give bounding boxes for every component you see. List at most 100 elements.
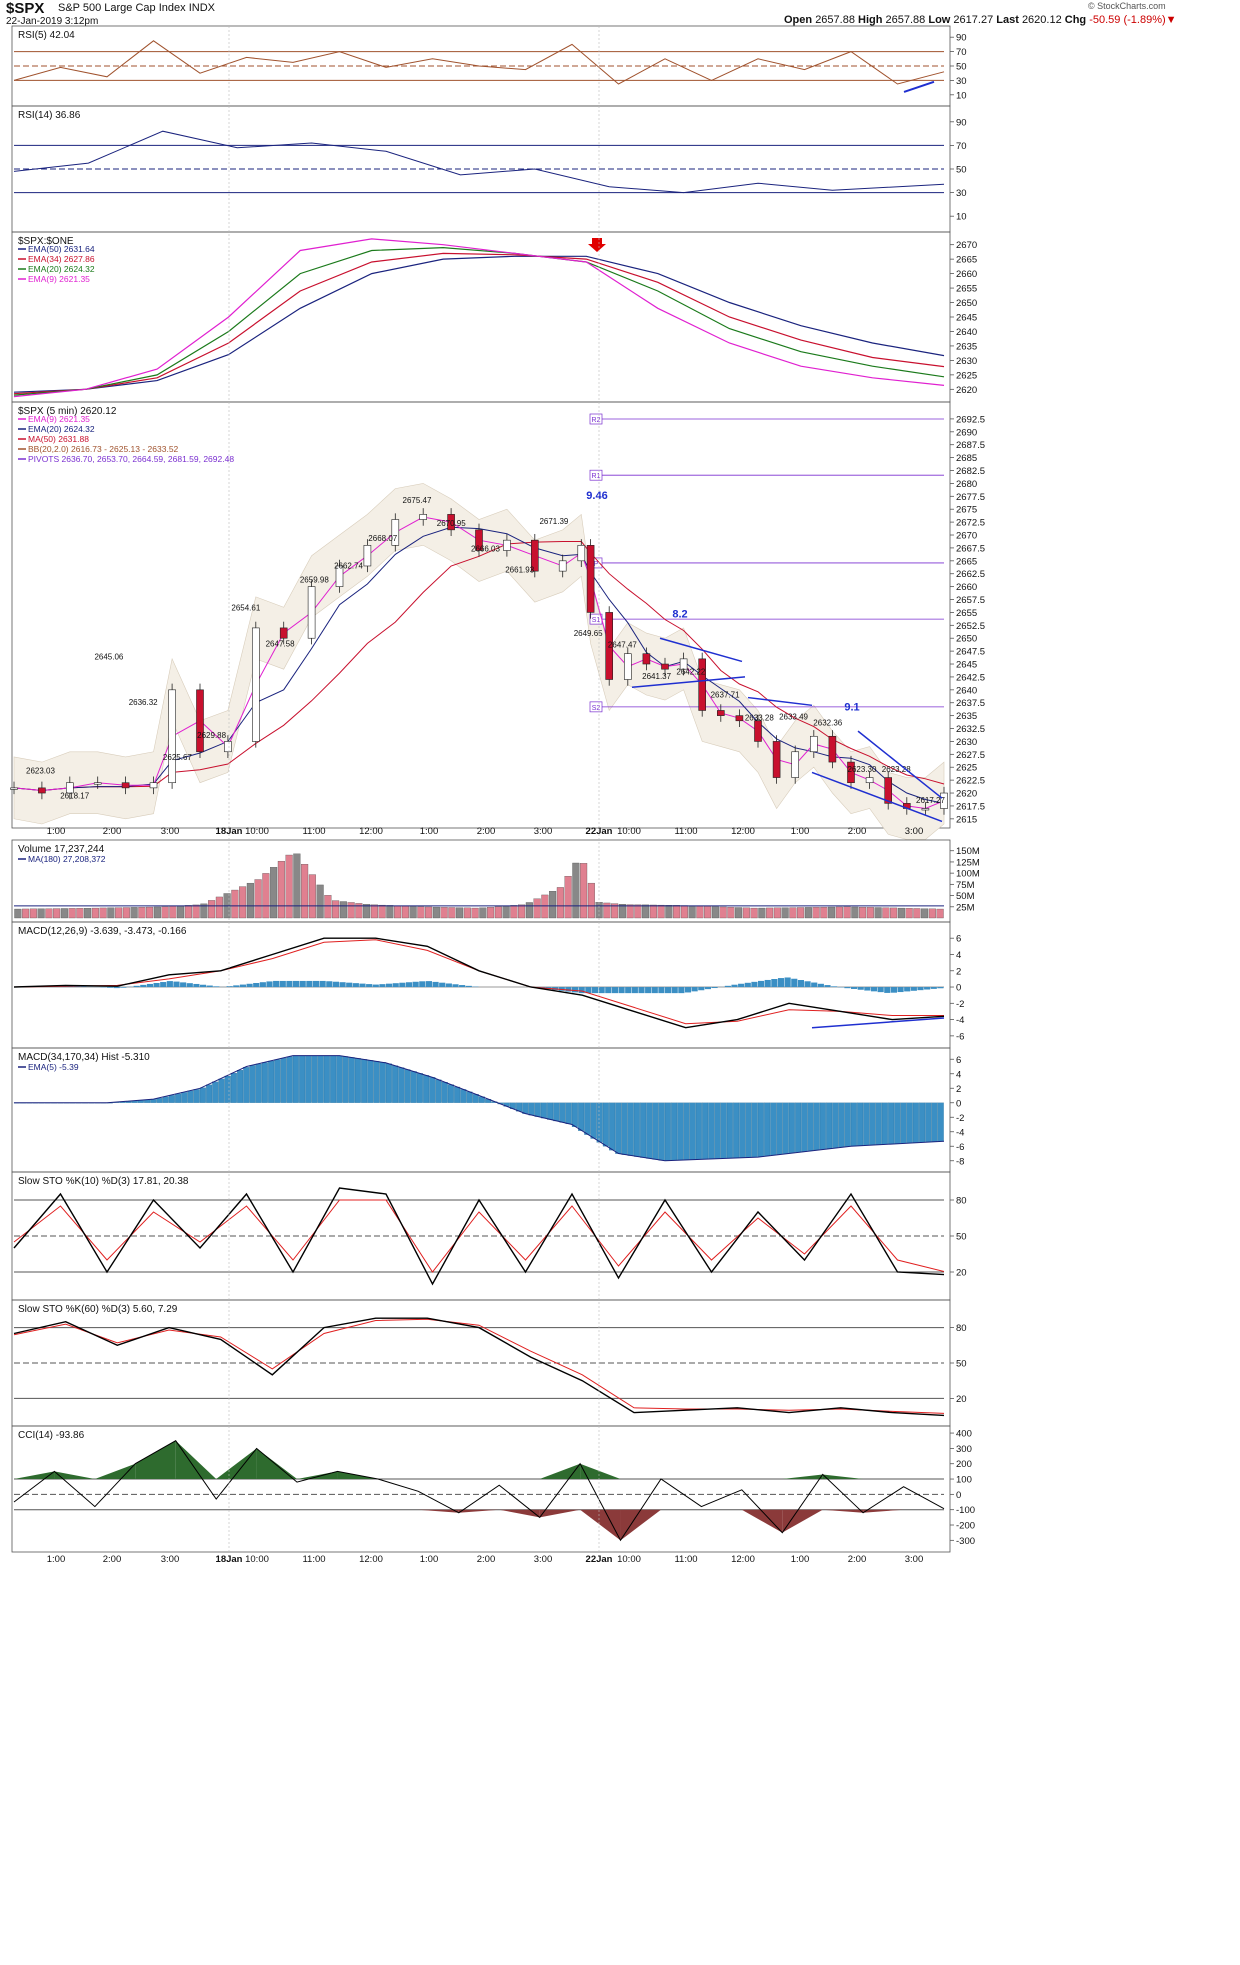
macd-hist-bar — [186, 983, 193, 988]
volume-bar — [409, 906, 417, 919]
macd-hist-bar — [625, 987, 632, 994]
cci-negative-fill — [499, 1509, 540, 1518]
volume-bar — [394, 905, 402, 919]
volume-bar — [347, 902, 355, 919]
macd-hist-bar — [200, 984, 207, 988]
macd-hist-bar — [319, 980, 326, 988]
macd-long-hist-bar — [726, 1102, 733, 1159]
macd-long-hist-bar — [249, 1065, 256, 1103]
rsi14-line — [13, 130, 945, 194]
macd-long-hist-bar — [553, 1102, 560, 1122]
candle-body — [679, 658, 688, 670]
macd-hist-bar — [591, 987, 599, 994]
macd-long-hist-bar — [720, 1102, 727, 1159]
price-annotation: 2617.27 — [916, 796, 945, 805]
y-tick-label: 2 — [956, 966, 961, 977]
macd-hist-bar — [107, 987, 114, 988]
y-tick-label: 10 — [956, 212, 967, 223]
volume-bar — [719, 906, 727, 919]
volume-bar — [510, 905, 518, 919]
x-tick-label: 2:00 — [103, 826, 122, 837]
y-tick-label: 50 — [956, 165, 967, 176]
volume-bar — [84, 908, 92, 919]
y-tick-label: 125M — [956, 857, 980, 868]
volume-bar — [153, 906, 161, 919]
volume-bar — [339, 901, 347, 919]
price-annotation: 2623.30 — [848, 765, 877, 774]
volume-bar — [533, 898, 541, 919]
x-tick-label: 11:00 — [302, 826, 325, 837]
macd-hist-bar — [452, 984, 459, 988]
macd-line — [13, 937, 945, 1029]
macd-long-hist-bar — [547, 1102, 554, 1120]
price-annotation: 2625.67 — [163, 753, 192, 762]
count-callout: 9.46 — [586, 490, 607, 502]
y-tick-label: 2665 — [956, 255, 977, 266]
macd-hist-bar — [226, 986, 233, 988]
macd-long-hist-bar — [354, 1058, 361, 1103]
macd-long-hist-bar — [336, 1055, 343, 1103]
x-tick-label: 1:00 — [47, 1554, 66, 1565]
x-tick-label: 3:00 — [161, 1554, 180, 1565]
macd-hist-bar — [585, 987, 592, 994]
y-tick-label: 2620 — [956, 789, 977, 800]
macd-long-hist-bar — [571, 1102, 578, 1127]
x-tick-label: 1:00 — [791, 826, 810, 837]
volume-bar — [928, 908, 936, 919]
last-value: 2620.12 — [1021, 14, 1062, 26]
volume-bar — [68, 908, 76, 919]
macd-hist-bar — [352, 983, 359, 988]
macd-hist-bar — [419, 981, 426, 988]
pivot-label: P — [594, 561, 599, 568]
cci-negative-fill — [782, 1509, 823, 1533]
macd-hist-bar — [691, 987, 698, 992]
y-tick-label: 25M — [956, 902, 975, 913]
candle-body — [503, 539, 511, 551]
macd-long-hist-bar — [906, 1102, 913, 1143]
macd-long-hist-bar — [770, 1102, 777, 1156]
price-annotation: 2659.98 — [300, 576, 329, 585]
volume-bar — [564, 876, 572, 919]
price-annotation: 2632.36 — [813, 718, 842, 727]
macd-long-hist-bar — [714, 1102, 721, 1159]
macd-long-hist-bar — [193, 1089, 200, 1103]
macd-hist-bar — [465, 985, 472, 988]
macd-long-hist-bar — [299, 1055, 306, 1103]
macd-long-hist-bar — [373, 1061, 380, 1103]
macd-long-hist-bar — [367, 1060, 374, 1103]
sto-title: Slow STO %K(10) %D(3) 17.81, 20.38 — [18, 1176, 189, 1187]
cci-negative-fill — [418, 1509, 459, 1513]
volume-bar — [642, 904, 650, 919]
macd-long-hist-bar — [429, 1077, 436, 1103]
y-tick-label: 2650 — [956, 298, 977, 309]
macd-hist-bar — [751, 981, 758, 988]
macd-long-hist-bar — [404, 1069, 411, 1103]
trendline — [811, 771, 943, 823]
macd-long-hist-bar — [627, 1102, 634, 1156]
macd-hist-bar — [651, 987, 658, 994]
index-full-name: S&P 500 Large Cap Index — [58, 2, 186, 14]
pivot-label: S2 — [592, 705, 601, 712]
volume-bar — [448, 907, 456, 919]
macd-hist-bar — [904, 987, 911, 992]
macd-long-hist-bar — [683, 1102, 690, 1160]
y-tick-label: 2655 — [956, 608, 977, 619]
candle-body — [884, 777, 893, 804]
macd-long-hist-bar — [832, 1102, 839, 1148]
candle-body — [623, 653, 632, 680]
cci-positive-fill — [14, 1471, 55, 1480]
candle-body — [605, 612, 614, 680]
macd-long-hist-bar — [162, 1096, 169, 1103]
macd-hist-bar — [645, 987, 652, 994]
volume-bar — [905, 908, 913, 919]
volume-bar — [463, 907, 471, 919]
volume-bar — [277, 860, 285, 919]
volume-bar — [425, 906, 433, 919]
ma50-line — [13, 541, 945, 792]
legend-entry: EMA(9) 2621.35 — [28, 414, 90, 424]
macd-hist-bar — [339, 982, 346, 988]
cci-negative-fill — [822, 1509, 864, 1513]
macd-hist-bar — [758, 980, 765, 988]
y-tick-label: 2692.5 — [956, 414, 985, 425]
macd-long-hist-bar — [181, 1092, 188, 1103]
